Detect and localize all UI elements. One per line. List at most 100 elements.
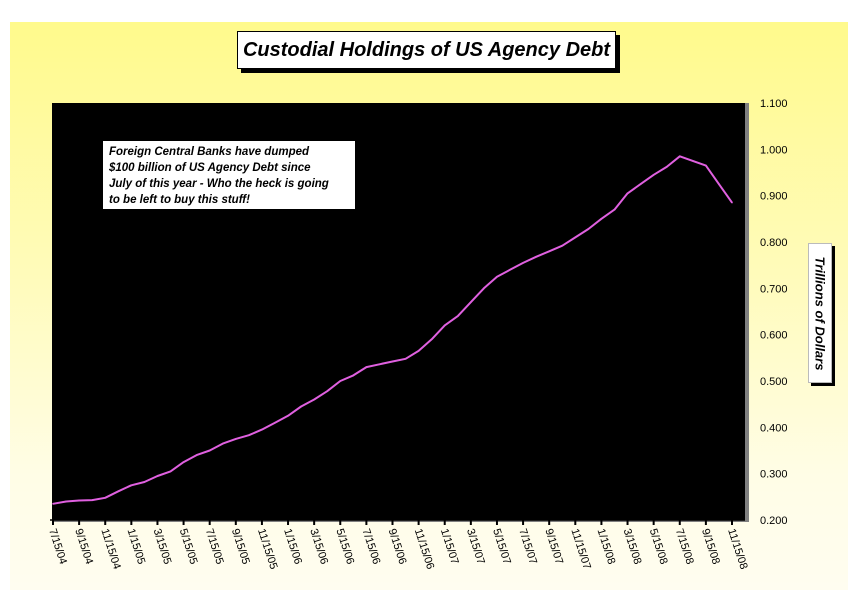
data-point [391, 360, 394, 363]
data-point [587, 228, 590, 230]
data-point [652, 174, 655, 176]
x-tick-label: 3/15/06 [307, 527, 330, 566]
data-point [339, 380, 342, 382]
data-point [300, 405, 302, 408]
x-tick-label: 5/15/06 [333, 527, 356, 566]
data-point [430, 338, 433, 341]
data-point [117, 490, 120, 493]
data-point [522, 262, 524, 264]
x-tick-label: 11/15/06 [412, 527, 436, 571]
data-point [91, 499, 93, 501]
x-tick-label: 3/15/05 [151, 527, 174, 566]
data-point [456, 315, 459, 317]
data-point [52, 502, 54, 505]
x-tick-label: 5/15/08 [647, 527, 670, 566]
y-tick-label: 0.300 [760, 469, 788, 481]
x-tick-label: 11/15/08 [725, 527, 749, 571]
data-point [313, 398, 315, 401]
data-point [130, 484, 133, 487]
data-point [248, 434, 250, 437]
data-point [235, 438, 237, 440]
x-tick-label: 3/15/08 [621, 527, 644, 566]
data-point [195, 454, 198, 456]
data-point [509, 269, 511, 271]
data-point [613, 208, 616, 211]
data-point [156, 475, 159, 477]
data-point [404, 357, 407, 360]
data-point [561, 244, 564, 247]
annotation-line: Foreign Central Banks have dumped [109, 146, 310, 158]
annotation-line: $100 billion of US Agency Debt since [109, 162, 311, 174]
data-point [261, 428, 263, 431]
y-tick-label: 1.100 [760, 98, 788, 110]
data-point [287, 414, 289, 417]
data-point [535, 256, 537, 258]
data-point [678, 155, 681, 158]
data-point [365, 366, 368, 368]
data-point [483, 287, 485, 290]
x-tick-label: 5/15/07 [490, 527, 513, 566]
annotation-box: Foreign Central Banks have dumped $100 b… [103, 141, 355, 209]
x-tick-label: 7/15/08 [673, 527, 696, 566]
annotation-line: to be left to buy this stuff! [109, 194, 250, 206]
x-tick-label: 1/15/07 [438, 527, 461, 566]
data-point [574, 236, 577, 239]
x-tick-label: 9/15/06 [386, 527, 409, 566]
chart-title: Custodial Holdings of US Agency Debt [242, 38, 611, 61]
x-tick-label: 1/15/05 [124, 527, 147, 566]
data-point [417, 350, 420, 352]
y-tick-label: 0.800 [760, 237, 788, 249]
data-point [600, 218, 603, 220]
data-point [470, 301, 472, 304]
data-point [65, 500, 67, 503]
y-axis-label-box: Trillions of Dollars [808, 243, 832, 383]
x-tick-label: 7/15/05 [203, 527, 226, 566]
x-tick-label: 7/15/06 [360, 527, 383, 566]
y-tick-label: 0.600 [760, 330, 788, 342]
y-tick-label: 1.000 [760, 144, 788, 156]
data-point [548, 250, 550, 253]
data-point [705, 164, 707, 167]
data-point [692, 160, 694, 162]
y-tick-label: 0.400 [760, 422, 788, 434]
data-point [378, 363, 381, 366]
y-tick-label: 0.200 [760, 515, 788, 527]
x-tick-label: 9/15/07 [542, 527, 565, 566]
data-point [221, 442, 224, 445]
data-point [496, 275, 498, 278]
data-point [326, 390, 329, 392]
data-point [104, 496, 107, 499]
data-point [182, 461, 185, 463]
data-point [626, 192, 629, 195]
data-point [78, 499, 80, 502]
annotation-line: July of this year - Who the heck is goin… [109, 178, 329, 190]
data-point [665, 166, 668, 168]
x-tick-label: 11/15/04 [98, 527, 122, 571]
x-tick-label: 11/15/05 [255, 527, 279, 571]
y-tick-label: 0.900 [760, 191, 788, 203]
data-point [352, 374, 355, 377]
x-tick-label: 11/15/07 [568, 527, 592, 571]
x-tick-label: 5/15/05 [177, 527, 200, 566]
x-tick-label: 1/15/06 [281, 527, 304, 566]
x-tick-label: 9/15/04 [72, 527, 95, 566]
x-tick-label: 3/15/07 [464, 527, 487, 566]
x-tick-label: 7/15/04 [46, 527, 69, 566]
data-point [443, 324, 446, 327]
chart-title-box: Custodial Holdings of US Agency Debt [237, 31, 616, 69]
data-point [718, 183, 720, 185]
data-point [274, 421, 276, 424]
data-point [169, 470, 172, 473]
y-axis-label: Trillions of Dollars [812, 256, 828, 370]
x-tick-label: 9/15/05 [229, 527, 252, 566]
data-point [639, 183, 642, 185]
x-tick-label: 9/15/08 [699, 527, 722, 566]
data-point [731, 201, 733, 204]
y-tick-label: 0.700 [760, 283, 788, 295]
x-tick-label: 7/15/07 [516, 527, 539, 566]
x-tick-label: 1/15/08 [595, 527, 618, 566]
y-tick-label: 0.500 [760, 376, 788, 388]
data-point [143, 481, 146, 483]
data-point [208, 449, 211, 452]
